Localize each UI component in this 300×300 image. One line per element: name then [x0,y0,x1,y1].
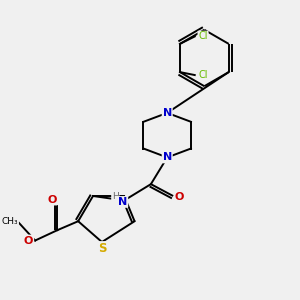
Text: S: S [98,242,106,255]
Text: O: O [47,195,57,205]
Text: Cl: Cl [198,70,208,80]
Text: N: N [118,197,127,207]
Text: N: N [163,108,172,118]
Text: O: O [175,193,184,202]
Text: O: O [24,236,33,245]
Text: CH₃: CH₃ [2,217,18,226]
Text: Cl: Cl [198,32,208,41]
Text: H: H [112,191,119,200]
Text: N: N [163,152,172,162]
